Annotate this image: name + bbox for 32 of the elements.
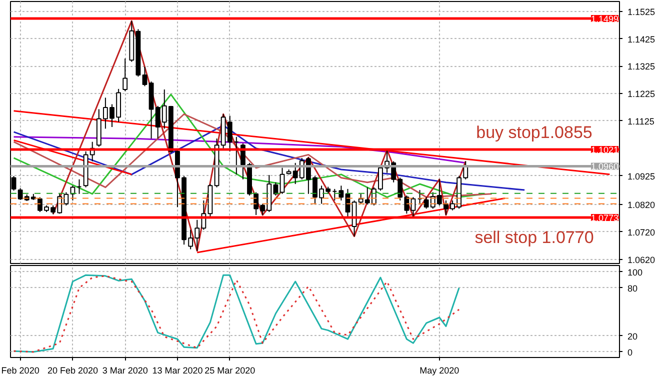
ref-line-label: 1.0773 xyxy=(590,212,619,223)
line-series xyxy=(13,136,466,164)
candlestick xyxy=(70,185,76,201)
ref-line-label: 1.1499 xyxy=(590,14,619,24)
ref-line-label: 1.1021 xyxy=(590,144,619,155)
annotation: buy stop1.0855 xyxy=(476,123,592,142)
y-tick-label: 100 xyxy=(628,267,643,278)
y-tick-label: 1.1525 xyxy=(628,6,656,17)
x-tick-label: 20 Feb 2020 xyxy=(47,366,98,376)
x-tick-label: May 2020 xyxy=(420,366,460,376)
y-tick-label: 1.0720 xyxy=(628,227,656,238)
y-tick-label: 1.1325 xyxy=(628,62,656,72)
line-series xyxy=(52,20,466,252)
candlestick xyxy=(122,58,128,92)
candlestick xyxy=(280,167,285,194)
y-tick-label: 0 xyxy=(628,347,633,358)
ref-line-label: 1.0960 xyxy=(590,162,619,172)
y-tick-label: 1.0925 xyxy=(628,171,656,182)
candlestick xyxy=(142,66,148,87)
x-tick-label: Feb 2020 xyxy=(1,366,40,376)
x-tick-label: 3 Mar 2020 xyxy=(102,366,148,376)
y-tick-label: 1.1425 xyxy=(628,34,656,44)
x-tick-label: 13 Mar 2020 xyxy=(152,366,203,376)
y-tick-label: 1.1225 xyxy=(628,89,656,100)
annotation: sell stop 1.0770 xyxy=(474,228,594,247)
x-tick-label: 25 Mar 2020 xyxy=(204,366,256,376)
y-tick-label: 20 xyxy=(628,331,638,342)
candlestick xyxy=(338,185,344,201)
y-tick-label: 1.1125 xyxy=(628,116,654,126)
y-tick-label: 1.0620 xyxy=(628,254,656,265)
y-tick-label: 80 xyxy=(628,283,638,294)
y-tick-label: 1.0820 xyxy=(628,200,656,210)
